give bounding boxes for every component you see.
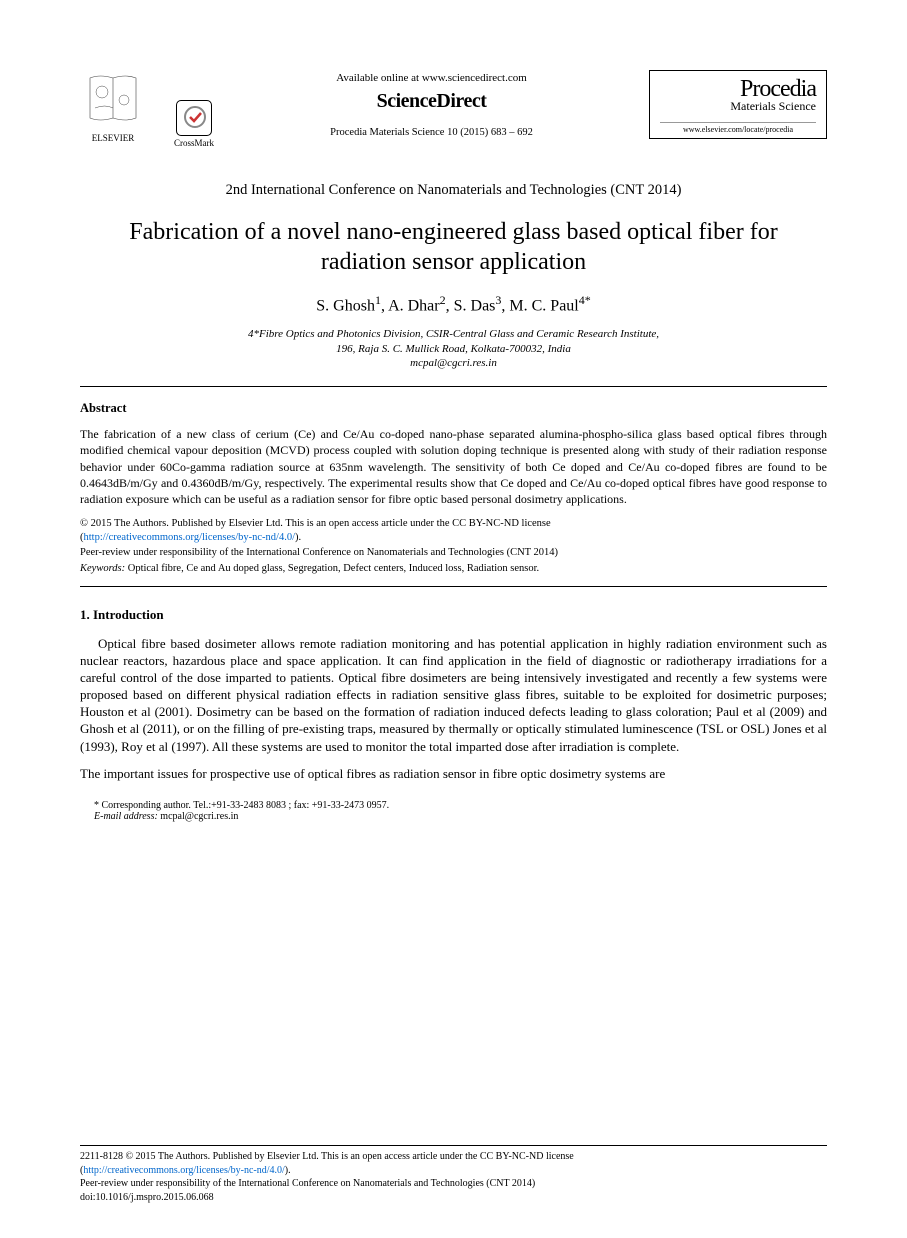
corresp-email-label: E-mail address: xyxy=(94,811,158,822)
abstract-body: The fabrication of a new class of cerium… xyxy=(80,426,827,507)
rule-bottom xyxy=(80,586,827,587)
crossmark-icon xyxy=(176,100,212,136)
copyright-block: © 2015 The Authors. Published by Elsevie… xyxy=(80,517,827,560)
affiliation-line-1: 4*Fibre Optics and Photonics Division, C… xyxy=(80,327,827,341)
author-list: S. Ghosh1, A. Dhar2, S. Das3, M. C. Paul… xyxy=(80,293,827,315)
abstract-heading: Abstract xyxy=(80,401,827,416)
footer-doi: doi:10.1016/j.mspro.2015.06.068 xyxy=(80,1192,214,1203)
procedia-box: Procedia Materials Science www.elsevier.… xyxy=(649,70,827,139)
intro-para-1: Optical fibre based dosimeter allows rem… xyxy=(80,635,827,755)
footer-license-link[interactable]: http://creativecommons.org/licenses/by-n… xyxy=(83,1165,284,1176)
available-online-line: Available online at www.sciencedirect.co… xyxy=(214,72,649,84)
copyright-line: © 2015 The Authors. Published by Elsevie… xyxy=(80,518,551,529)
sciencedirect-logo: ScienceDirect xyxy=(214,90,649,113)
left-logos: ELSEVIER CrossMark xyxy=(80,70,214,148)
corresp-line: * Corresponding author. Tel.:+91-33-2483… xyxy=(94,800,827,811)
intro-para-2: The important issues for prospective use… xyxy=(80,765,827,782)
peer-review-line: Peer-review under responsibility of the … xyxy=(80,547,558,558)
keywords-line: Keywords: Optical fibre, Ce and Au doped… xyxy=(80,563,827,574)
journal-reference: Procedia Materials Science 10 (2015) 683… xyxy=(214,127,649,138)
corresponding-author: * Corresponding author. Tel.:+91-33-2483… xyxy=(80,800,827,822)
introduction-heading: 1. Introduction xyxy=(80,607,827,623)
crossmark-badge[interactable]: CrossMark xyxy=(174,100,214,148)
footer-peer-review: Peer-review under responsibility of the … xyxy=(80,1178,535,1189)
affiliation-block: 4*Fibre Optics and Photonics Division, C… xyxy=(80,327,827,370)
rule-top xyxy=(80,386,827,387)
procedia-title: Procedia xyxy=(660,77,816,101)
page-footer: 2211-8128 © 2015 The Authors. Published … xyxy=(80,1145,827,1204)
center-header: Available online at www.sciencedirect.co… xyxy=(214,70,649,138)
conference-line: 2nd International Conference on Nanomate… xyxy=(80,182,827,199)
procedia-subtitle: Materials Science xyxy=(660,99,816,114)
affiliation-email: mcpal@cgcri.res.in xyxy=(80,356,827,370)
svg-text:ELSEVIER: ELSEVIER xyxy=(92,133,135,143)
affiliation-line-2: 196, Raja S. C. Mullick Road, Kolkata-70… xyxy=(80,342,827,356)
elsevier-logo: ELSEVIER xyxy=(80,70,146,148)
paper-title: Fabrication of a novel nano-engineered g… xyxy=(80,217,827,277)
license-link[interactable]: http://creativecommons.org/licenses/by-n… xyxy=(84,532,296,543)
procedia-url: www.elsevier.com/locate/procedia xyxy=(660,122,816,134)
corresp-email: mcpal@cgcri.res.in xyxy=(158,811,239,822)
keywords-text: Optical fibre, Ce and Au doped glass, Se… xyxy=(125,563,539,574)
keywords-label: Keywords: xyxy=(80,563,125,574)
header-row: ELSEVIER CrossMark Available online at w… xyxy=(80,70,827,148)
footer-issn-line: 2211-8128 © 2015 The Authors. Published … xyxy=(80,1151,574,1162)
crossmark-label: CrossMark xyxy=(174,138,214,148)
